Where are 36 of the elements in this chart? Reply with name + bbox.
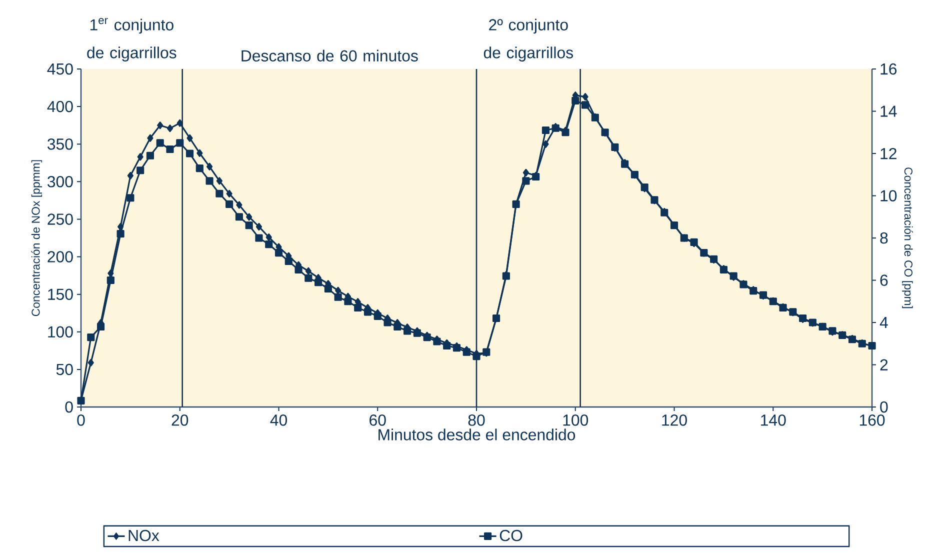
x-tick-label: 120: [662, 414, 687, 426]
y2-tick-label: 14: [880, 106, 897, 117]
x-tick-label: 80: [468, 414, 485, 426]
x-tick-label: 40: [270, 414, 287, 426]
legend-label: NOx: [128, 530, 160, 542]
x-tick-label: 0: [77, 414, 85, 426]
y-tick-label: 100: [48, 326, 73, 338]
y-tick-label: 0: [65, 401, 73, 413]
y2-tick-label: 2: [880, 359, 888, 370]
y-tick-label: 300: [48, 176, 73, 188]
x-tick-label: 160: [860, 414, 885, 426]
y2-tick-label: 16: [880, 63, 897, 75]
x-axis-title: Minutos desde el encendido: [378, 428, 576, 440]
text: 1$^{er}$ conjunto de cigarrillos: [87, 18, 176, 62]
y2-axis-title: Concentración de CO [ppm]: [902, 168, 913, 308]
legend-label: CO: [500, 530, 522, 542]
y2-tick-label: 12: [880, 148, 896, 160]
x-tick-label: 100: [563, 414, 588, 426]
y-tick-label: 200: [48, 251, 73, 262]
y2-tick-label: 6: [880, 274, 888, 286]
y-tick-label: 350: [48, 138, 73, 150]
y-tick-label: 150: [48, 288, 73, 300]
y-tick-label: 400: [47, 100, 73, 112]
y-axis-title: Concentración de NOx [ppmm]: [31, 160, 42, 316]
x-tick-label: 20: [172, 414, 188, 426]
text: Descanso de 60 minutos: [242, 50, 418, 62]
y2-tick-label: 10: [880, 190, 897, 202]
y-tick-label: 450: [47, 63, 73, 75]
y-tick-label: 50: [56, 364, 73, 376]
y2-tick-label: 4: [880, 317, 888, 328]
y2-tick-label: 8: [880, 232, 888, 244]
text: 2º conjunto de cigarrillos: [484, 18, 573, 62]
x-tick-label: 140: [761, 414, 786, 426]
y2-tick-label: 0: [880, 401, 888, 413]
y-tick-label: 250: [48, 214, 73, 225]
x-tick-label: 60: [370, 414, 386, 426]
